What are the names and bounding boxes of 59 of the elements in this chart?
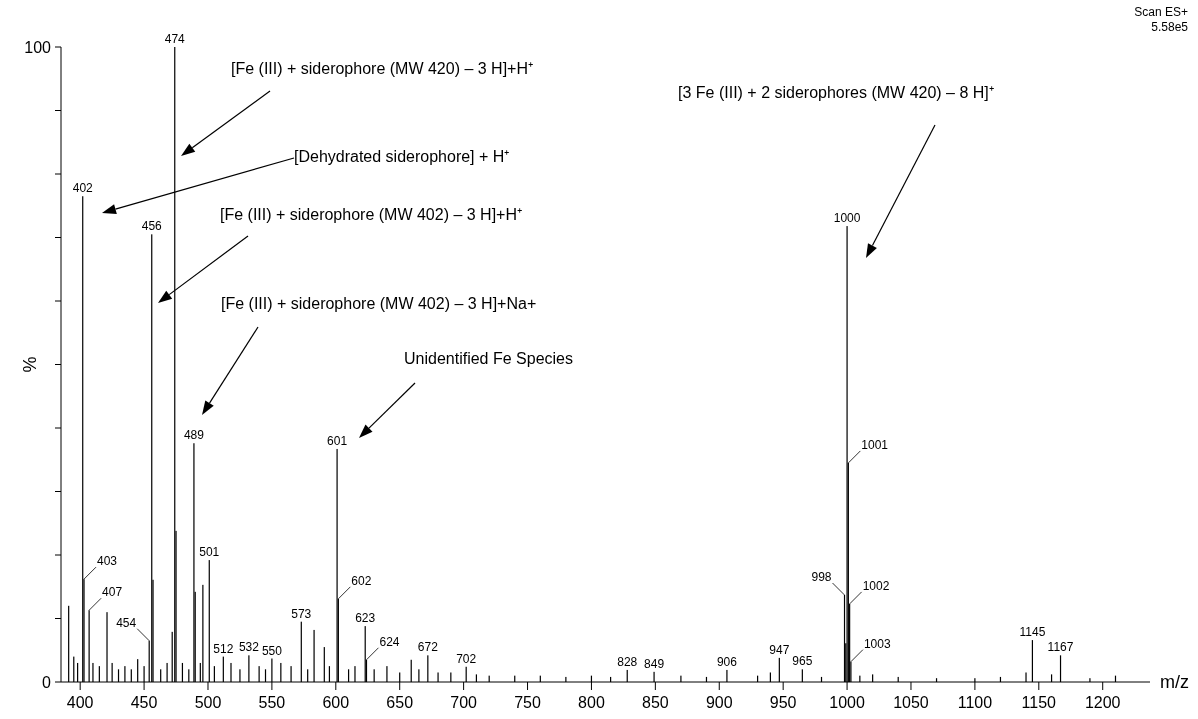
annotation: [Fe (III) + siderophore (MW 402) – 3 H]+Na+ [221, 295, 537, 312]
annotation: 489 [183, 428, 205, 443]
x-tick-label: 900 [705, 694, 733, 711]
annotation: 1001 [861, 437, 889, 452]
annotation: 624 [379, 634, 400, 649]
annotation: 672 [417, 640, 439, 655]
x-tick-label: 550 [258, 694, 286, 711]
x-tick-label: 1200 [1084, 694, 1121, 711]
y-tick-label: 0 [42, 674, 52, 691]
annotation: 1003 [863, 636, 891, 651]
x-axis-title: m/z [1160, 672, 1189, 692]
annotation: [Fe (III) + siderophore (MW 420) – 3 H]+H⁺ [231, 60, 533, 77]
annotation: 532 [238, 640, 260, 655]
annotation: 849 [644, 656, 665, 671]
x-tick-label: 650 [386, 694, 414, 711]
x-tick-label: 800 [578, 694, 605, 711]
y-tick-label: 100 [24, 39, 52, 56]
x-tick-label: 1150 [1021, 694, 1057, 711]
annotation: [3 Fe (III) + 2 siderophores (MW 420) – 8 H]⁺ [678, 84, 994, 101]
annotation: [Dehydrated siderophore] + H⁺ [294, 148, 510, 165]
annotation: 454 [116, 615, 137, 630]
x-tick-label: 850 [642, 694, 669, 711]
x-tick-label: 750 [514, 694, 541, 711]
annotation: 573 [291, 606, 312, 621]
annotation: 402 [72, 181, 94, 196]
annotation: 456 [141, 219, 163, 234]
x-tick-label: 400 [66, 694, 94, 711]
annotation: 501 [199, 545, 220, 560]
annotation: 1000 [833, 211, 861, 226]
x-tick-label: 700 [450, 694, 478, 711]
annotation: 550 [261, 643, 283, 658]
x-tick-label: 1000 [829, 694, 865, 711]
annotation: 998 [811, 570, 832, 585]
annotation: 906 [716, 654, 738, 669]
x-tick-label: 1050 [893, 694, 929, 711]
annotation: 947 [769, 642, 790, 657]
x-tick-label: 1100 [957, 694, 993, 711]
x-tick-label: 500 [194, 694, 222, 711]
annotation: 403 [97, 554, 118, 569]
annotation: 601 [327, 433, 348, 448]
annotation: 1167 [1047, 640, 1074, 655]
text: 5.58e5 [1151, 20, 1189, 34]
x-tick-label: 450 [130, 694, 158, 711]
annotation: 602 [351, 573, 372, 588]
text: Scan ES+ [1134, 5, 1188, 19]
y-axis-title: % [20, 356, 40, 373]
annotation: 623 [355, 611, 376, 626]
x-tick-label: 600 [322, 694, 350, 711]
annotation: 407 [102, 585, 123, 600]
annotation: 1145 [1019, 625, 1046, 640]
annotation: 1002 [862, 578, 890, 593]
annotation: 702 [456, 651, 477, 666]
annotation: 965 [792, 654, 813, 669]
annotation: 828 [617, 654, 638, 669]
annotation: [Fe (III) + siderophore (MW 402) – 3 H]+H⁺ [220, 206, 522, 223]
annotation: 512 [213, 641, 234, 656]
x-tick-label: 950 [769, 694, 797, 711]
annotation: 474 [164, 32, 186, 46]
annotation: Unidentified Fe Species [404, 350, 573, 367]
